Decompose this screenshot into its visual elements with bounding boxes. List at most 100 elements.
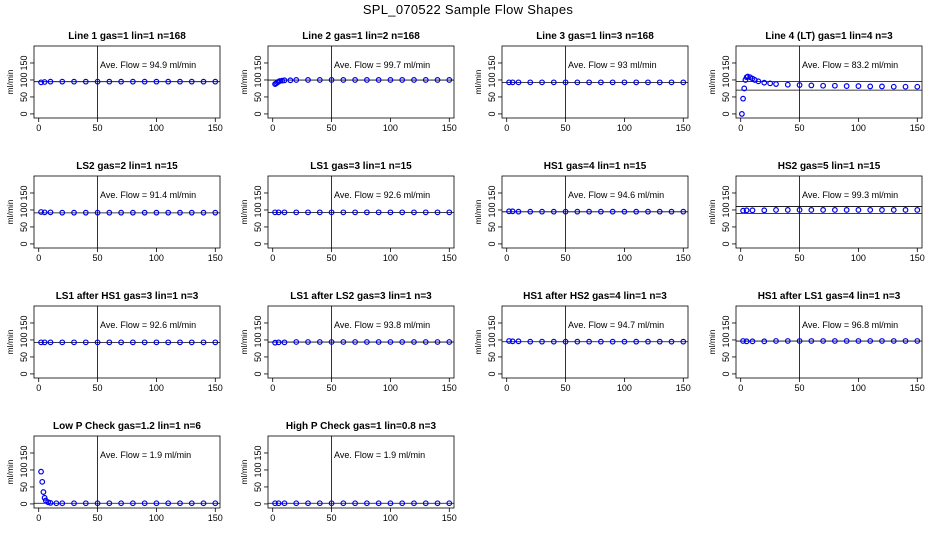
panel-4-xtick-label-0: 0	[738, 123, 743, 133]
panel-1-point-14	[188, 78, 195, 85]
panel-5-xtick-label-2: 100	[149, 253, 164, 263]
panel-4-point-12	[773, 81, 779, 87]
panel-8-point-10	[843, 207, 850, 213]
panel-5-point-5	[82, 209, 89, 216]
panel-9-point-14	[188, 339, 195, 346]
panel-13-xtick-label-0: 0	[36, 513, 41, 523]
panel-10-ytick-label-2: 100	[253, 332, 263, 347]
panel-4-xtick-label-2: 100	[851, 123, 866, 133]
panel-14-point-12	[399, 500, 406, 507]
panel-14-annotation: Ave. Flow = 1.9 ml/min	[334, 450, 425, 460]
panel-1-title: Line 1 gas=1 lin=1 n=168	[68, 31, 186, 42]
panel-5-point-10	[141, 209, 148, 216]
panel-14-point-6	[328, 500, 335, 507]
panel-9-point-15	[200, 339, 207, 346]
panel-14-point-3	[293, 500, 300, 507]
panel-6-point-16	[446, 209, 453, 216]
panel-8-point-13	[879, 207, 885, 213]
panel-7-point-13	[645, 208, 651, 215]
panel-8-ytick-label-3: 150	[721, 185, 731, 200]
panel-12-ytick-label-0: 0	[721, 371, 731, 376]
panel-7-point-0	[506, 208, 512, 215]
panel-4-point-14	[796, 82, 803, 88]
panel-12-plot-box	[735, 305, 923, 379]
panel-1-point-4	[71, 78, 77, 85]
panel-2-xtick-label-2: 100	[383, 123, 398, 133]
panel-7-ytick-label-1: 50	[487, 222, 497, 232]
panel-8-point-3	[761, 207, 768, 214]
panel-5-point-3	[59, 209, 66, 216]
panel-10-point-5	[316, 339, 323, 345]
panel-11-point-14	[656, 338, 663, 345]
panel-11-point-16	[680, 338, 687, 345]
panel-9-xtick-label-0: 0	[36, 383, 41, 393]
panel-10-point-12	[399, 339, 406, 345]
panel-5-xtick-label-3: 150	[208, 253, 223, 263]
panel-10-ytick-label-0: 0	[253, 371, 263, 376]
panel-10-point-14	[422, 339, 429, 345]
panel-3-annotation: Ave. Flow = 93 ml/min	[568, 60, 657, 70]
panel-13-point-7	[53, 500, 60, 507]
panel-13-point-21	[212, 500, 219, 507]
panel-4-point-19	[855, 83, 862, 89]
panel-10-xtick-label-0: 0	[270, 383, 275, 393]
panel-7-ytick-label-2: 100	[487, 202, 497, 217]
panel-4-point-13	[784, 81, 791, 88]
panel-9-point-3	[59, 339, 66, 346]
panel-13-point-12	[106, 500, 113, 507]
panel-14-point-13	[411, 500, 417, 507]
panel-7-xtick-label-2: 100	[617, 253, 632, 263]
panel-14-point-1	[275, 500, 282, 507]
panel-2-point-10	[316, 77, 323, 83]
panel-3-xtick-label-3: 150	[676, 123, 691, 133]
panel-7-point-11	[621, 208, 628, 215]
panel-12-xtick-label-0: 0	[738, 383, 743, 393]
panel-2-point-11	[328, 77, 335, 83]
panel-8-point-11	[855, 207, 862, 213]
panel-11-point-11	[621, 338, 628, 345]
panel-2-xtick-label-0: 0	[270, 123, 275, 133]
panel-6-point-9	[363, 209, 370, 216]
panel-6-point-11	[387, 209, 394, 216]
panel-3-point-8	[586, 79, 593, 86]
panel-9-point-0	[38, 339, 44, 346]
panel-6-point-15	[434, 209, 441, 216]
panel-5-point-2	[47, 209, 54, 216]
panel-2-point-7	[287, 77, 294, 84]
panel-9-point-10	[141, 339, 148, 346]
panel-6-annotation: Ave. Flow = 92.6 ml/min	[334, 190, 430, 200]
panel-12-point-6	[796, 338, 803, 344]
panel-3-title: Line 3 gas=1 lin=3 n=168	[536, 31, 654, 42]
panel-2-point-13	[352, 77, 359, 83]
panel-7-point-6	[562, 208, 569, 215]
panel-13-plot-box	[33, 435, 221, 509]
panel-7-xtick-label-0: 0	[504, 253, 509, 263]
panel-5-title: LS2 gas=2 lin=1 n=15	[76, 161, 178, 172]
panel-11-xtick-label-2: 100	[617, 383, 632, 393]
panel-4-ytick-label-1: 50	[721, 92, 731, 102]
panel-5-point-4	[71, 209, 77, 216]
panel-4-point-10	[761, 79, 768, 86]
panel-7-xtick-label-3: 150	[676, 253, 691, 263]
panel-1-point-2	[47, 78, 54, 85]
panel-2-point-6	[281, 77, 288, 84]
panel-1-ytick-label-1: 50	[19, 92, 29, 102]
panel-6-point-5	[316, 209, 323, 216]
panel-12-point-1	[743, 338, 750, 345]
panel-12-point-0	[740, 338, 746, 344]
panel-6-point-1	[275, 209, 282, 216]
panel-14-point-2	[281, 500, 288, 507]
panel-6-xtick-label-1: 50	[327, 253, 337, 263]
panel-6-point-12	[399, 209, 406, 216]
panel-5-ytick-label-2: 100	[19, 202, 29, 217]
panel-6-xtick-label-0: 0	[270, 253, 275, 263]
panel-1-ytick-label-2: 100	[19, 72, 29, 87]
panel-11-title: HS1 after HS2 gas=4 lin=1 n=3	[523, 291, 667, 302]
panel-13-point-2	[40, 489, 47, 495]
panel-2-point-20	[434, 77, 441, 83]
panel-6-ytick-label-2: 100	[253, 202, 263, 217]
panel-12-ytick-label-3: 150	[721, 315, 731, 330]
panel-8-ytick-label-0: 0	[721, 241, 731, 246]
panel-10-point-15	[434, 339, 441, 345]
panel-9-annotation: Ave. Flow = 92.6 ml/min	[100, 320, 196, 330]
